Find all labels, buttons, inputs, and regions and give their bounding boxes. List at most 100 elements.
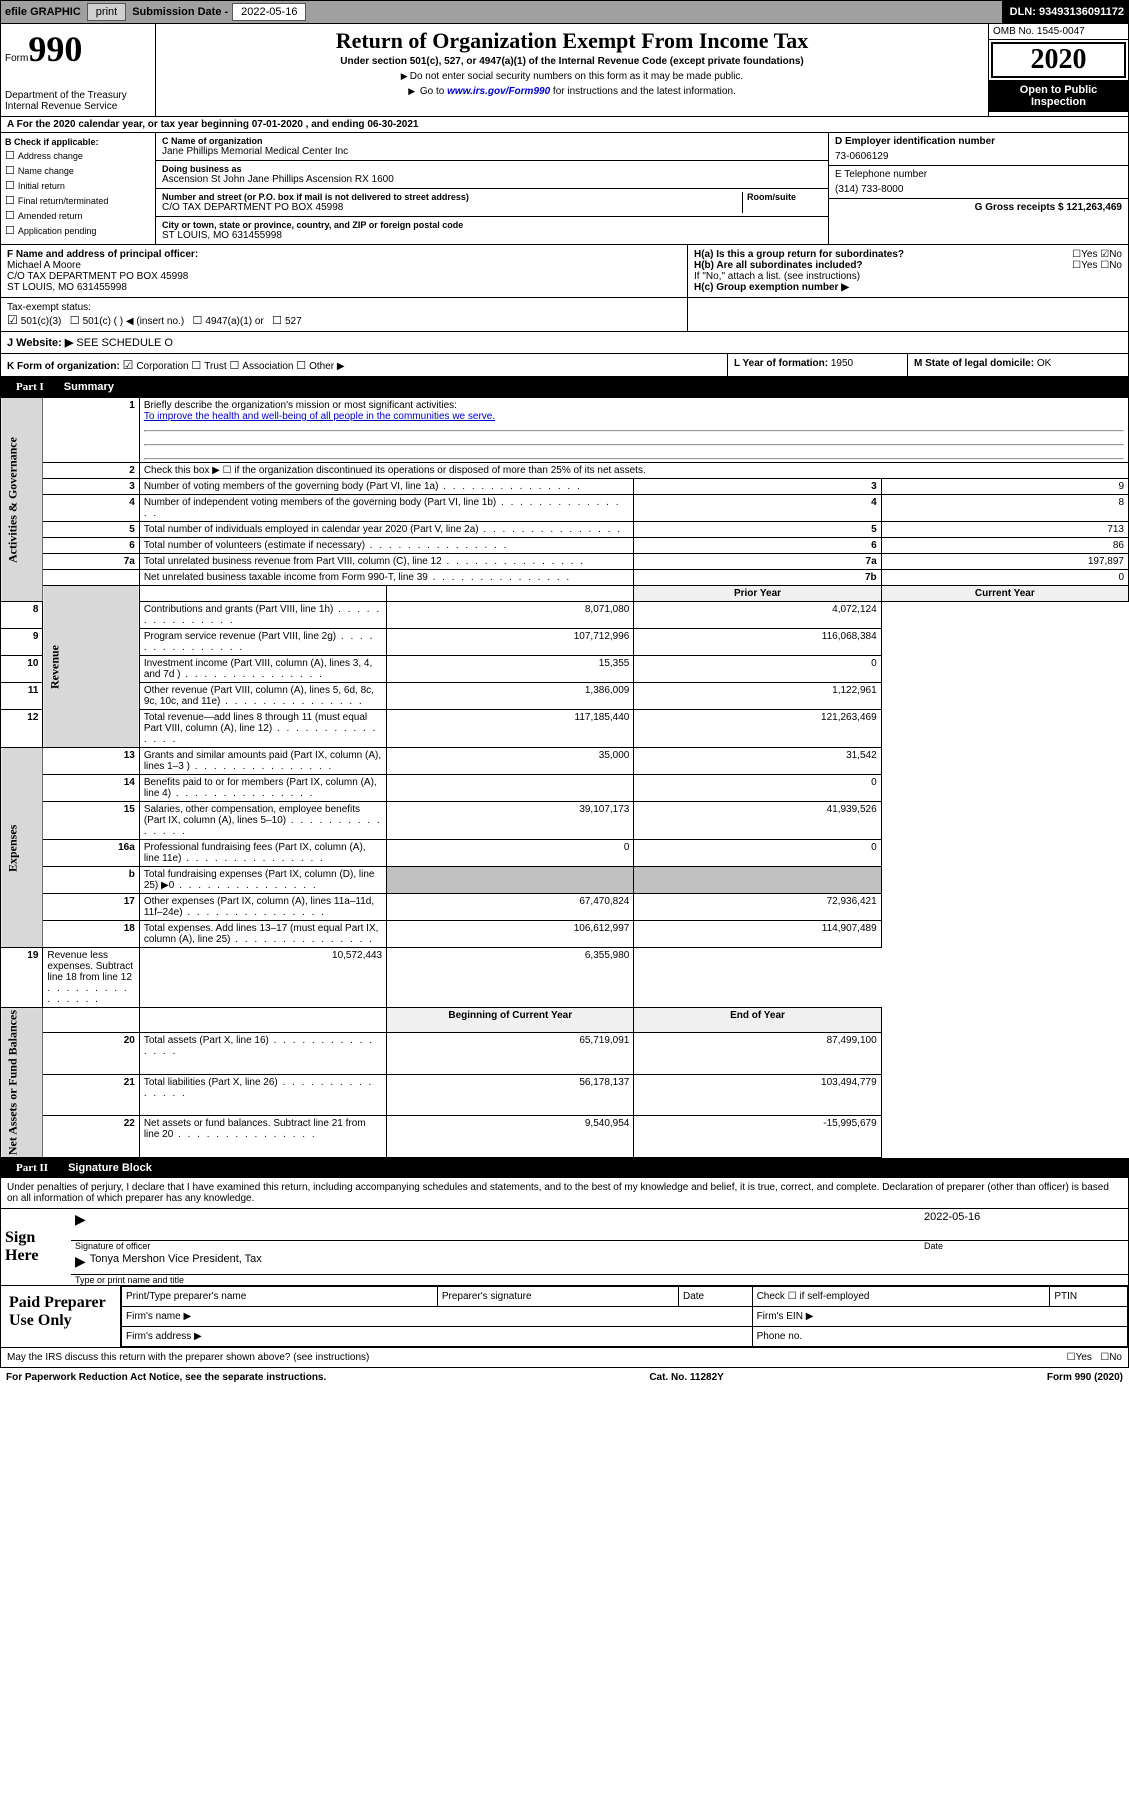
sign-here-label: Sign Here xyxy=(1,1209,71,1285)
group-ha-label: H(a) Is this a group return for subordin… xyxy=(694,249,904,260)
summary-table: Activities & Governance 1 Briefly descri… xyxy=(0,397,1129,1158)
state-label: M State of legal domicile: xyxy=(914,358,1034,369)
chk-name-change[interactable]: Name change xyxy=(5,164,151,177)
chk-other[interactable]: Other ▶ xyxy=(296,361,344,372)
prep-check-self[interactable]: Check ☐ if self-employed xyxy=(752,1287,1050,1307)
mission-text: To improve the health and well-being of … xyxy=(144,411,495,422)
col-current-year: Current Year xyxy=(881,586,1128,602)
form-org-label: K Form of organization: xyxy=(7,361,120,372)
group-hb-note: If "No," attach a list. (see instruction… xyxy=(694,271,1122,282)
part1-header: Part I Summary xyxy=(0,377,1129,397)
officer-name: Michael A Moore xyxy=(7,260,81,271)
year-formation-value: 1950 xyxy=(831,358,853,369)
vert-netassets: Net Assets or Fund Balances xyxy=(1,1008,43,1158)
print-button[interactable]: print xyxy=(87,3,126,21)
phone-value: (314) 733-8000 xyxy=(835,184,1122,195)
group-hb-label: H(b) Are all subordinates included? xyxy=(694,260,863,271)
col-prior-year: Prior Year xyxy=(634,586,881,602)
chk-initial-return[interactable]: Initial return xyxy=(5,179,151,192)
chk-501c3[interactable]: 501(c)(3) xyxy=(7,316,61,327)
chk-4947[interactable]: 4947(a)(1) or xyxy=(193,316,264,327)
submission-date: 2022-05-16 xyxy=(232,3,306,21)
submission-label: Submission Date - xyxy=(128,6,232,18)
check-b-column: B Check if applicable: Address change Na… xyxy=(1,133,156,244)
footer-row: For Paperwork Reduction Act Notice, see … xyxy=(0,1368,1129,1387)
chk-amended[interactable]: Amended return xyxy=(5,209,151,222)
tax-status-label: Tax-exempt status: xyxy=(7,302,91,313)
part2-header: Part II Signature Block xyxy=(0,1158,1129,1178)
officer-group-row: F Name and address of principal officer:… xyxy=(0,245,1129,298)
phone-label: E Telephone number xyxy=(835,169,1122,180)
room-label: Room/suite xyxy=(747,192,822,202)
dba-label: Doing business as xyxy=(162,164,822,174)
org-info-grid: B Check if applicable: Address change Na… xyxy=(0,133,1129,245)
org-name-label: C Name of organization xyxy=(162,136,822,146)
year-formation-label: L Year of formation: xyxy=(734,358,828,369)
tax-status-row: Tax-exempt status: 501(c)(3) 501(c) ( ) … xyxy=(0,298,1129,332)
line2-text: Check this box ▶ ☐ if the organization d… xyxy=(139,463,1128,479)
firm-ein: Firm's EIN ▶ xyxy=(752,1307,1127,1327)
efile-label: efile GRAPHIC xyxy=(1,6,85,18)
discuss-text: May the IRS discuss this return with the… xyxy=(7,1352,369,1363)
chk-501c[interactable]: 501(c) ( ) ◀ (insert no.) xyxy=(70,316,184,327)
prep-date: Date xyxy=(679,1287,753,1307)
top-toolbar: efile GRAPHIC print Submission Date - 20… xyxy=(0,0,1129,24)
chk-corporation[interactable]: Corporation xyxy=(123,361,189,372)
officer-addr2: ST LOUIS, MO 631455998 xyxy=(7,282,127,293)
penalty-statement: Under penalties of perjury, I declare th… xyxy=(0,1178,1129,1209)
form-title: Return of Organization Exempt From Incom… xyxy=(160,28,984,54)
section-a-tax-year: A For the 2020 calendar year, or tax yea… xyxy=(0,117,1129,133)
form-header: Form990 Department of the Treasury Inter… xyxy=(0,24,1129,117)
col-begin-year: Beginning of Current Year xyxy=(387,1008,634,1033)
website-label: J Website: ▶ xyxy=(7,337,73,349)
ein-label: D Employer identification number xyxy=(835,136,995,147)
preparer-label: Paid Preparer Use Only xyxy=(1,1286,121,1347)
tax-year: 2020 xyxy=(991,42,1126,78)
inspection-label: Open to Public Inspection xyxy=(989,80,1128,112)
dba-value: Ascension St John Jane Phillips Ascensio… xyxy=(162,174,822,185)
chk-527[interactable]: 527 xyxy=(272,316,302,327)
state-value: OK xyxy=(1037,358,1051,369)
dln-value: DLN: 93493136091172 xyxy=(1002,1,1128,23)
chk-association[interactable]: Association xyxy=(229,361,293,372)
cat-number: Cat. No. 11282Y xyxy=(649,1372,723,1383)
sig-name-value: Tonya Mershon Vice President, Tax xyxy=(90,1253,262,1272)
dept-label: Department of the Treasury Internal Reve… xyxy=(5,90,151,112)
omb-number: OMB No. 1545-0047 xyxy=(989,24,1128,40)
sig-arrow2-icon xyxy=(75,1253,90,1272)
website-value: SEE SCHEDULE O xyxy=(76,337,173,349)
sig-arrow-icon xyxy=(75,1211,90,1238)
firm-address: Firm's address ▶ xyxy=(122,1327,753,1347)
line1-label: Briefly describe the organization's miss… xyxy=(144,400,457,411)
discuss-row: May the IRS discuss this return with the… xyxy=(0,1348,1129,1368)
city-label: City or town, state or province, country… xyxy=(162,220,822,230)
firm-name: Firm's name ▶ xyxy=(122,1307,753,1327)
form-number-footer: Form 990 (2020) xyxy=(1047,1372,1123,1383)
chk-final-return[interactable]: Final return/terminated xyxy=(5,194,151,207)
col-end-year: End of Year xyxy=(634,1008,881,1033)
org-name: Jane Phillips Memorial Medical Center In… xyxy=(162,146,822,157)
prep-signature: Preparer's signature xyxy=(437,1287,678,1307)
city-value: ST LOUIS, MO 631455998 xyxy=(162,230,822,241)
paperwork-notice: For Paperwork Reduction Act Notice, see … xyxy=(6,1372,326,1383)
officer-addr1: C/O TAX DEPARTMENT PO BOX 45998 xyxy=(7,271,188,282)
vert-revenue: Revenue xyxy=(43,586,139,748)
form-number: 990 xyxy=(28,29,82,69)
prep-print-name: Print/Type preparer's name xyxy=(122,1287,438,1307)
gross-label: G Gross receipts $ xyxy=(975,202,1064,213)
sig-officer-label: Signature of officer xyxy=(75,1241,924,1251)
preparer-section: Paid Preparer Use Only Print/Type prepar… xyxy=(0,1286,1129,1348)
chk-address-change[interactable]: Address change xyxy=(5,149,151,162)
website-note: Go to www.irs.gov/Form990 for instructio… xyxy=(160,86,984,97)
website-row: J Website: ▶ SEE SCHEDULE O xyxy=(0,332,1129,354)
ein-value: 73-0606129 xyxy=(835,151,1122,162)
gross-value: 121,263,469 xyxy=(1066,202,1122,213)
irs-link[interactable]: www.irs.gov/Form990 xyxy=(447,86,550,97)
officer-label: F Name and address of principal officer: xyxy=(7,249,198,260)
addr-label: Number and street (or P.O. box if mail i… xyxy=(162,192,742,202)
chk-trust[interactable]: Trust xyxy=(191,361,226,372)
chk-application-pending[interactable]: Application pending xyxy=(5,224,151,237)
ssn-note: Do not enter social security numbers on … xyxy=(160,71,984,82)
sig-date-label: Date xyxy=(924,1241,1124,1251)
prep-ptin: PTIN xyxy=(1050,1287,1128,1307)
